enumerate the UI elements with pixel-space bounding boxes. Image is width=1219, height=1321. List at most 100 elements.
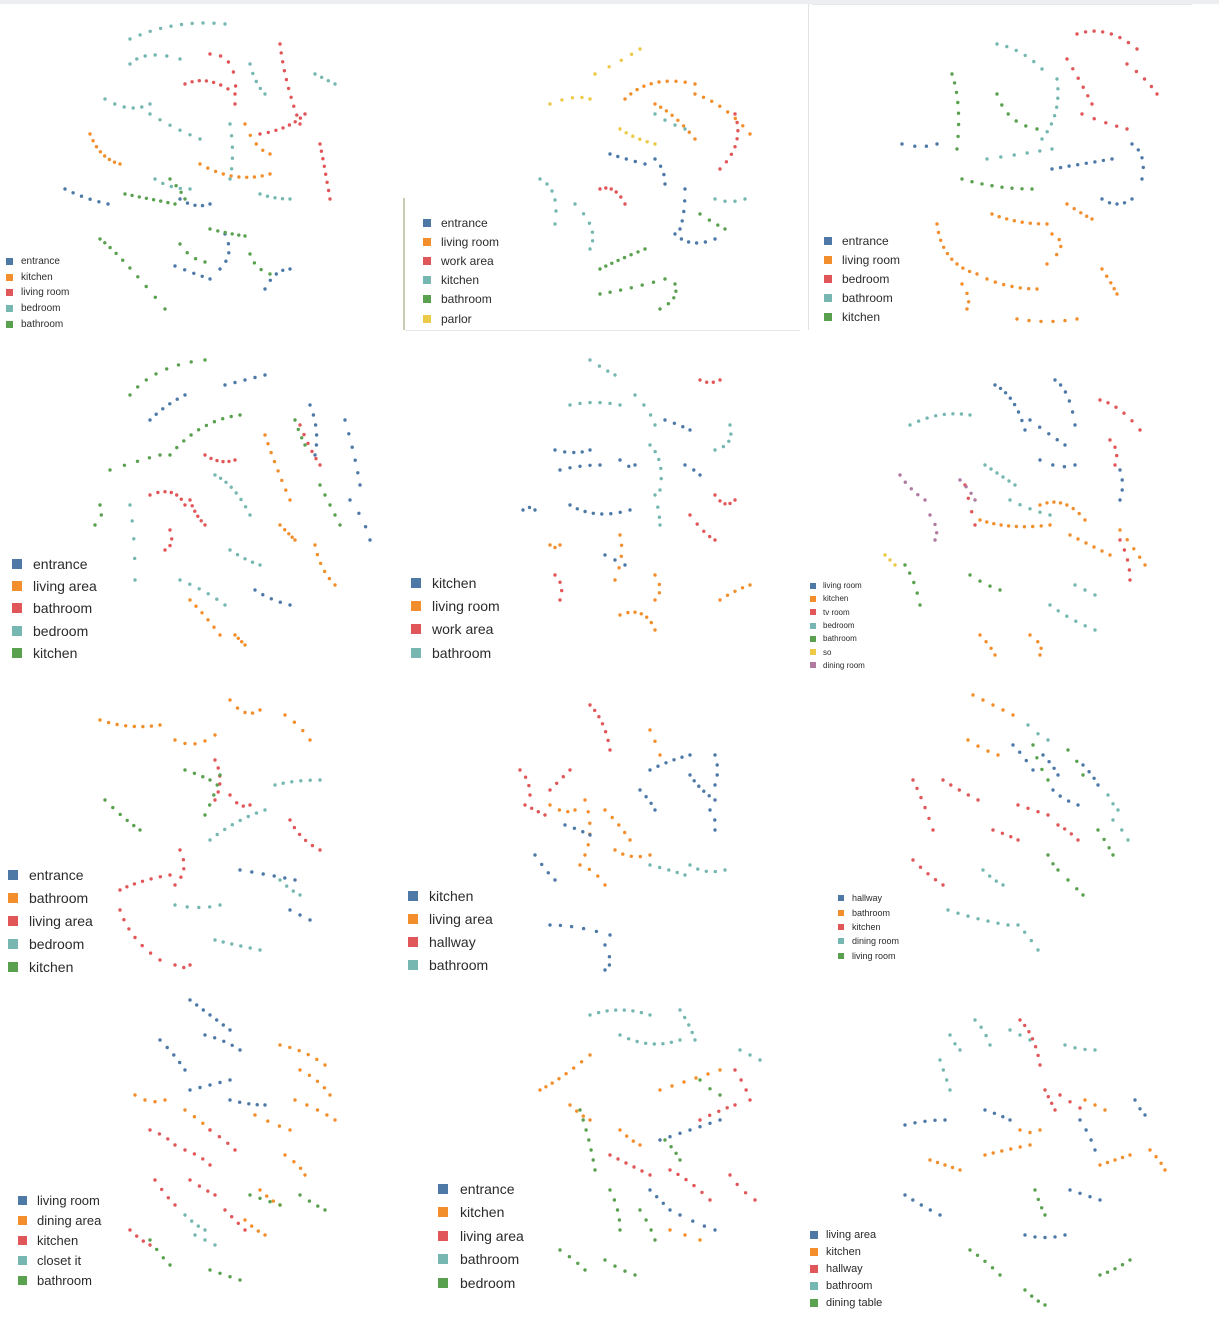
scatter-point (213, 169, 218, 174)
scatter-point (898, 473, 902, 477)
scatter-point (208, 838, 212, 842)
scatter-point (1125, 538, 1129, 542)
scatter-point (618, 510, 622, 514)
scatter-point (968, 1248, 972, 1252)
legend-item: bathroom (6, 316, 69, 332)
scatter-point (713, 828, 717, 832)
scatter-point (114, 251, 118, 256)
scatter-point (288, 197, 292, 201)
legend-item: kitchen (408, 884, 493, 907)
scatter-point (607, 955, 612, 959)
scatter-point (253, 1113, 257, 1117)
legend-item: entrance (824, 231, 900, 250)
scatter-point (997, 215, 1001, 219)
scatter-point (268, 278, 272, 282)
scatter-point (956, 911, 960, 915)
scatter-point (669, 1040, 674, 1044)
scatter-point (297, 832, 302, 837)
scatter-point (644, 795, 648, 799)
scatter-point (967, 300, 971, 304)
scatter-point (230, 156, 235, 160)
scatter-point (238, 868, 242, 872)
scatter-point (288, 267, 292, 271)
scatter-point (1072, 207, 1076, 211)
scatter-point (588, 97, 592, 101)
legend-item: tv room (810, 606, 865, 619)
scatter-point (169, 184, 173, 189)
scatter-point (243, 234, 247, 238)
tsne-panel-3: entrance living room bedroom bathroom kitche… (812, 4, 1212, 330)
scatter-point (1083, 1098, 1087, 1102)
scatter-point (1039, 646, 1043, 650)
scatter-point (185, 201, 190, 205)
legend-label: living area (826, 1228, 877, 1241)
scatter-point (298, 423, 302, 427)
scatter-point (995, 92, 999, 96)
scatter-point (183, 741, 187, 746)
scatter-plot (518, 703, 727, 972)
scatter-point (103, 97, 107, 101)
scatter-point (663, 182, 667, 186)
scatter-point (1096, 783, 1100, 787)
legend-swatch (8, 870, 18, 881)
scatter-point (618, 1128, 622, 1132)
scatter-point (1030, 1294, 1034, 1298)
scatter-point (1159, 1161, 1163, 1165)
scatter-point (588, 1013, 592, 1017)
scatter-point (1065, 57, 1069, 61)
scatter-point (652, 1042, 656, 1046)
scatter-point (313, 453, 317, 457)
scatter-point (314, 433, 319, 437)
scatter-point (338, 523, 342, 527)
scatter-point (733, 1068, 737, 1072)
scatter-point (663, 418, 667, 422)
legend-swatch (438, 1277, 448, 1288)
scatter-point (1035, 287, 1039, 291)
scatter-point (713, 818, 717, 822)
scatter-point (161, 1256, 165, 1260)
scatter-point (649, 620, 653, 625)
legend-label: living room (441, 234, 500, 249)
legend-label: entrance (33, 556, 88, 573)
scatter-point (1001, 475, 1005, 479)
scatter-point (1063, 390, 1068, 394)
scatter-point (1009, 835, 1013, 839)
scatter-point (153, 1178, 157, 1182)
scatter-point (1053, 378, 1057, 382)
scatter-point (111, 805, 115, 810)
scatter-point (941, 778, 945, 782)
scatter-point (228, 548, 232, 552)
scatter-point (583, 853, 587, 857)
scatter-point (1049, 122, 1054, 126)
scatter-point (984, 1033, 988, 1038)
scatter-point (1093, 628, 1097, 632)
scatter-point (1093, 593, 1097, 597)
scatter-point (168, 177, 172, 181)
scatter-point (695, 522, 699, 526)
legend-item: bedroom (12, 620, 97, 642)
scatter-point (1128, 578, 1132, 582)
scatter-point (1055, 105, 1059, 109)
scatter-point (200, 274, 204, 278)
scatter-point (659, 476, 663, 481)
scatter-point (661, 1042, 665, 1046)
scatter-point (234, 491, 238, 495)
scatter-point (581, 926, 586, 931)
scatter-point (1008, 1028, 1012, 1032)
scatter-point (1093, 1148, 1097, 1152)
scatter-point (657, 80, 661, 84)
scatter-point (702, 529, 706, 533)
scatter-point (687, 1023, 691, 1027)
scatter-point (188, 598, 192, 602)
scatter-point (618, 1033, 622, 1037)
scatter-point (148, 102, 152, 106)
scatter-point (287, 123, 292, 127)
legend-label: bathroom (29, 890, 89, 907)
legend-label: bathroom (460, 1251, 520, 1268)
scatter-point (132, 724, 136, 729)
legend-label: bathroom (852, 907, 891, 918)
scatter-point (325, 1113, 329, 1117)
scatter-point (733, 1103, 737, 1107)
legend-swatch (18, 1215, 27, 1225)
scatter-point (1055, 438, 1059, 442)
